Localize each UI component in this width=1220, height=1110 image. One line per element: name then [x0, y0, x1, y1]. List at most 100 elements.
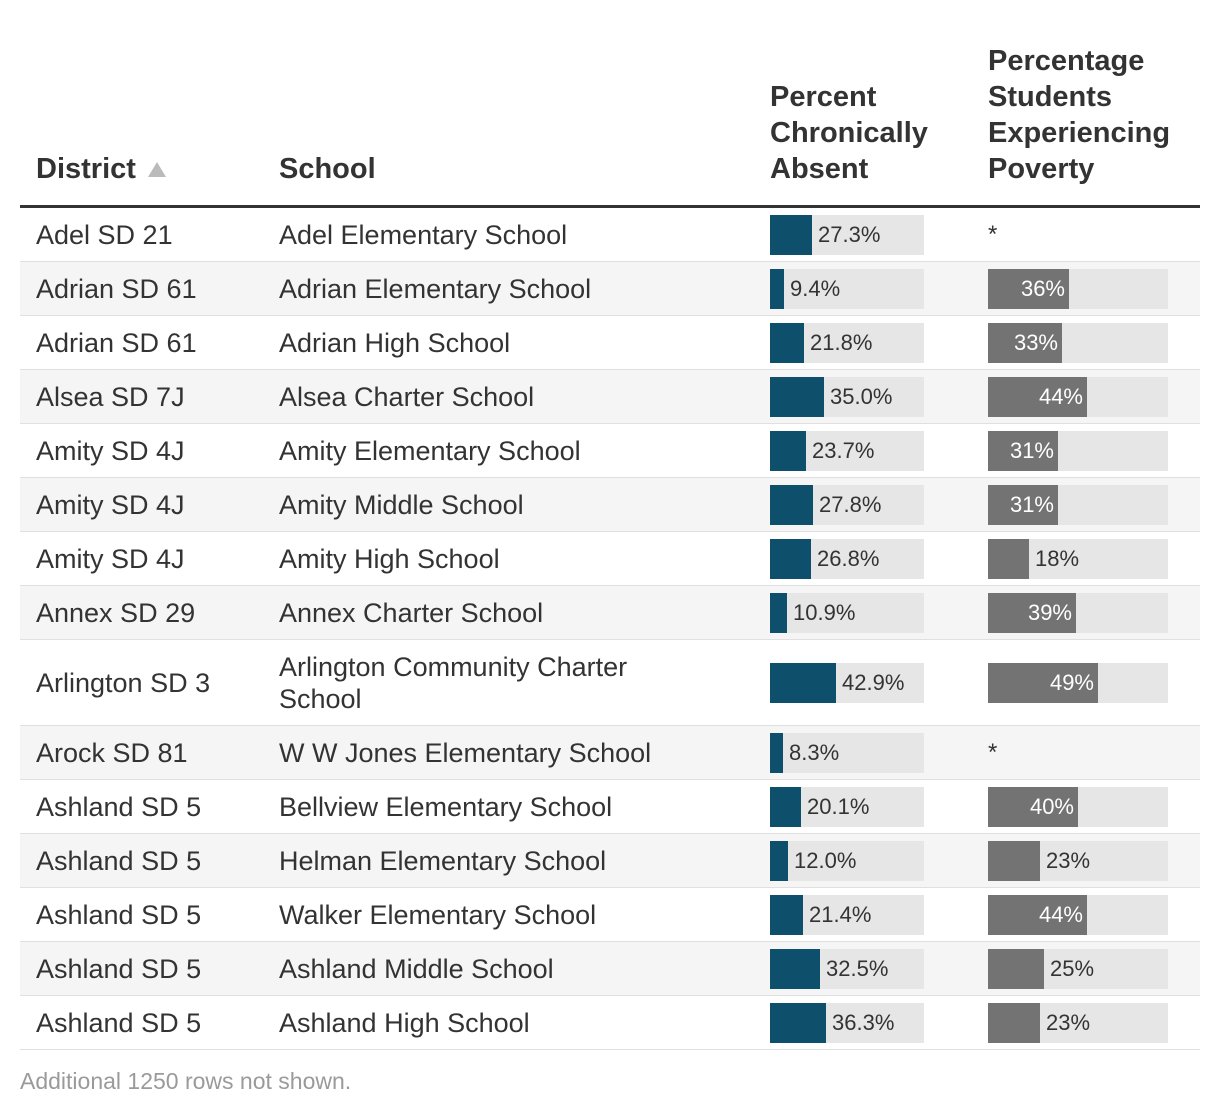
- cell-school: Alsea Charter School: [279, 381, 535, 412]
- cell-district: Ashland SD 5: [36, 899, 202, 930]
- column-header-school[interactable]: School: [279, 153, 376, 185]
- table-row: Alsea SD 7J Alsea Charter School 35.0% 44%: [20, 370, 1200, 424]
- absent-bar: [770, 484, 813, 525]
- poverty-bar: [988, 662, 1098, 703]
- table-body: Adel SD 21 Adel Elementary School 27.3% * Ad…: [20, 208, 1200, 1050]
- table-row: Amity SD 4J Amity Middle School 27.8% 31%: [20, 478, 1200, 532]
- table-row: Ashland SD 5 Ashland Middle School 32.5% 25…: [20, 942, 1200, 996]
- poverty-value-label: 49%: [1049, 669, 1094, 695]
- table-row: Ashland SD 5 Ashland High School 36.3% 23%: [20, 996, 1200, 1050]
- absent-value-label: 35.0%: [830, 383, 893, 409]
- absent-bar-track: 21.8%: [770, 322, 924, 363]
- table-row: Amity SD 4J Amity High School 26.8% 18%: [20, 532, 1200, 586]
- poverty-bar: [988, 538, 1029, 579]
- absent-bar-track: 27.8%: [770, 484, 924, 525]
- poverty-value-label: 18%: [1035, 545, 1080, 571]
- cell-school: Amity High School: [279, 543, 500, 574]
- cell-school: Ashland High School: [279, 1007, 530, 1038]
- table-row: Amity SD 4J Amity Elementary School 23.7% 3…: [20, 424, 1200, 478]
- absent-value-label: 9.4%: [790, 275, 841, 301]
- absent-value-label: 36.3%: [832, 1009, 895, 1035]
- cell-school: Amity Middle School: [279, 489, 524, 520]
- poverty-bar: [988, 376, 1087, 417]
- absent-bar-track: 35.0%: [770, 376, 924, 417]
- table-row: Ashland SD 5 Walker Elementary School 21.4…: [20, 888, 1200, 942]
- cell-district: Ashland SD 5: [36, 1007, 202, 1038]
- column-header-percent-poverty[interactable]: Percentage Students Experiencing Poverty: [988, 43, 1198, 187]
- poverty-bar: [988, 322, 1062, 363]
- absent-bar: [770, 376, 824, 417]
- table-row: Ashland SD 5 Helman Elementary School 12.0…: [20, 834, 1200, 888]
- poverty-bar: [988, 430, 1058, 471]
- poverty-bar: [988, 894, 1087, 935]
- cell-school: Helman Elementary School: [279, 845, 607, 876]
- poverty-value-label: 44%: [1038, 901, 1083, 927]
- absent-value-label: 42.9%: [842, 669, 905, 695]
- poverty-bar: [988, 948, 1044, 989]
- absent-value-label: 27.8%: [819, 491, 882, 517]
- poverty-bar: [988, 840, 1040, 881]
- absent-value-label: 23.7%: [812, 437, 875, 463]
- absent-bar-track: 21.4%: [770, 894, 924, 935]
- poverty-bar-track: 23%: [988, 840, 1168, 881]
- absent-bar-track: 36.3%: [770, 1002, 924, 1043]
- absent-bar: [770, 322, 804, 363]
- poverty-suppressed-marker: *: [988, 220, 998, 248]
- absent-value-label: 12.0%: [794, 847, 857, 873]
- poverty-suppressed-marker: *: [988, 738, 998, 766]
- poverty-bar: [988, 1002, 1040, 1043]
- column-header-poverty-line: Experiencing: [988, 117, 1171, 149]
- absent-value-label: 27.3%: [818, 221, 881, 247]
- column-header-percent-absent[interactable]: Percent Chronically Absent: [770, 79, 970, 187]
- cell-school: Adrian High School: [279, 327, 511, 358]
- absent-bar-track: 42.9%: [770, 662, 924, 703]
- absent-value-label: 20.1%: [807, 793, 870, 819]
- absent-bar: [770, 430, 806, 471]
- absent-bar: [770, 786, 801, 827]
- poverty-bar-track: 18%: [988, 538, 1168, 579]
- poverty-value-label: 40%: [1029, 793, 1074, 819]
- cell-school: Ashland Middle School: [279, 953, 554, 984]
- column-header-absent-line: Percent: [770, 81, 877, 113]
- absent-bar-track: 8.3%: [770, 732, 924, 773]
- absent-bar: [770, 214, 812, 255]
- absent-bar: [770, 732, 783, 773]
- poverty-value-label: 31%: [1009, 491, 1054, 517]
- poverty-bar-track: 40%: [988, 786, 1168, 827]
- table-row: Adel SD 21 Adel Elementary School 27.3% *: [20, 208, 1200, 262]
- absent-value-label: 8.3%: [789, 739, 840, 765]
- cell-district: Amity SD 4J: [36, 489, 185, 520]
- absent-bar: [770, 894, 803, 935]
- absent-bar-track: 26.8%: [770, 538, 924, 579]
- poverty-bar-track: 23%: [988, 1002, 1168, 1043]
- poverty-bar-track: 31%: [988, 430, 1168, 471]
- cell-district: Amity SD 4J: [36, 543, 185, 574]
- cell-school: W W Jones Elementary School: [279, 737, 652, 768]
- absent-bar-track: 12.0%: [770, 840, 924, 881]
- column-header-absent-line: Chronically: [770, 117, 928, 149]
- cell-district: Arock SD 81: [36, 737, 188, 768]
- table-row: Adrian SD 61 Adrian High School 21.8% 33%: [20, 316, 1200, 370]
- sort-ascending-icon[interactable]: [147, 161, 166, 177]
- table-row: Annex SD 29 Annex Charter School 10.9% 39%: [20, 586, 1200, 640]
- table-header: District School Percent Chronically Abse…: [20, 0, 1200, 208]
- column-header-poverty-line: Poverty: [988, 153, 1095, 185]
- absent-bar: [770, 268, 784, 309]
- absent-bar: [770, 592, 787, 633]
- poverty-bar: [988, 786, 1078, 827]
- cell-district: Alsea SD 7J: [36, 381, 185, 412]
- absent-bar: [770, 1002, 826, 1043]
- rows-not-shown-note: Additional 1250 rows not shown.: [20, 1068, 352, 1094]
- poverty-bar: [988, 592, 1076, 633]
- cell-district: Annex SD 29: [36, 597, 196, 628]
- table-row: Arlington SD 3 Arlington Community Charte…: [20, 640, 1200, 726]
- poverty-bar: [988, 268, 1069, 309]
- cell-school: Arlington Community Charter School: [279, 651, 628, 714]
- absent-value-label: 10.9%: [793, 599, 856, 625]
- poverty-value-label: 25%: [1050, 955, 1095, 981]
- table-row: Arock SD 81 W W Jones Elementary School 8.…: [20, 726, 1200, 780]
- column-header-district[interactable]: District: [36, 151, 166, 187]
- absent-value-label: 21.8%: [810, 329, 873, 355]
- cell-district: Ashland SD 5: [36, 953, 202, 984]
- cell-school: Amity Elementary School: [279, 435, 581, 466]
